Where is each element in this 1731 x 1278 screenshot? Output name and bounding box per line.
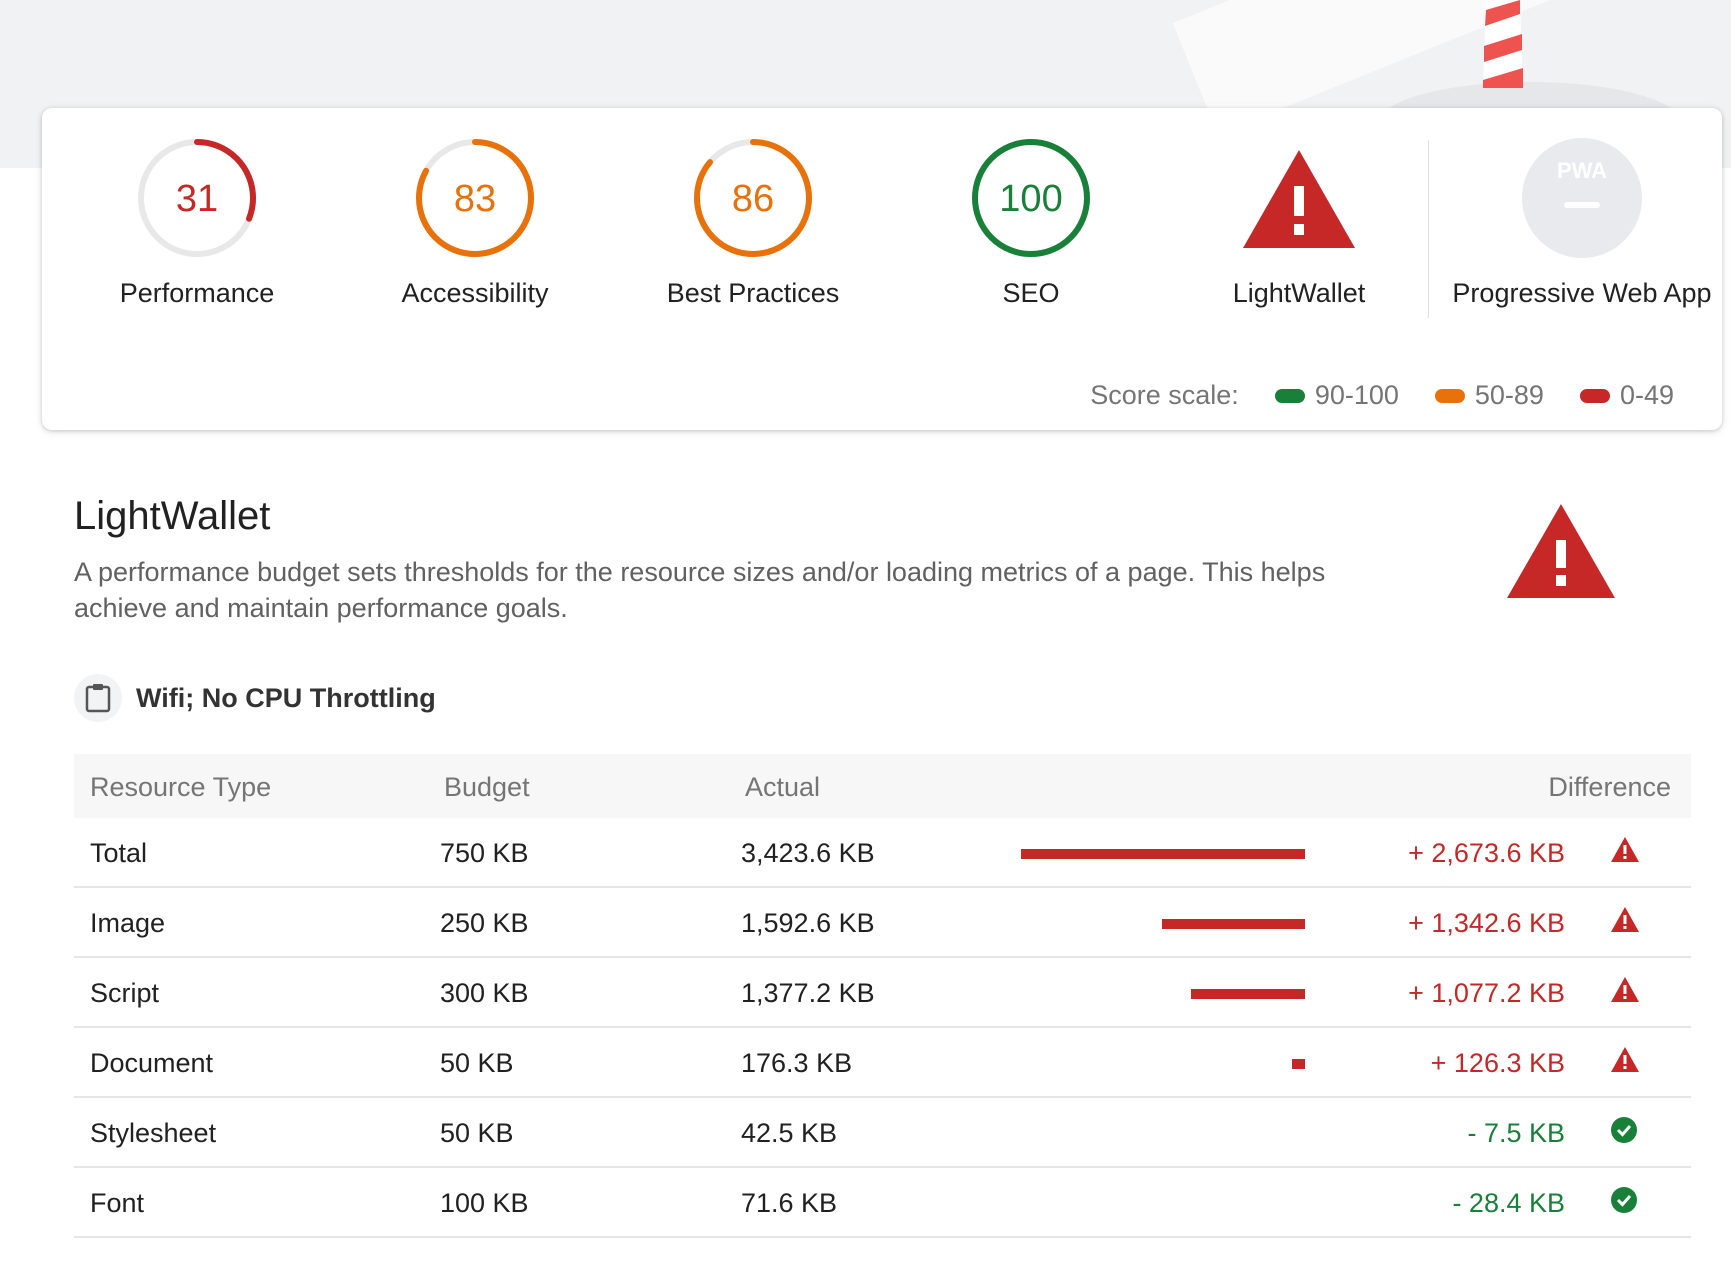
score-value: 83 bbox=[454, 178, 496, 220]
clipboard-icon bbox=[74, 674, 122, 722]
gauge-label: Performance bbox=[119, 278, 275, 308]
cell-type: Font bbox=[90, 1188, 145, 1218]
table-row: Document 50 KB 176.3 KB + 126.3 KB bbox=[74, 1028, 1691, 1098]
fail-pill-icon bbox=[1579, 388, 1610, 403]
check-circle-icon bbox=[1611, 1187, 1637, 1213]
table-row: Script 300 KB 1,377.2 KB + 1,077.2 KB bbox=[74, 958, 1691, 1028]
header-difference: Difference bbox=[1548, 772, 1671, 802]
gauge-label: SEO bbox=[1002, 278, 1060, 308]
cell-difference: - 28.4 KB bbox=[1452, 1188, 1565, 1218]
warning-triangle-icon bbox=[1507, 504, 1615, 598]
table-row: Font 100 KB 71.6 KB - 28.4 KB bbox=[74, 1168, 1691, 1238]
gauge-ring: 100 bbox=[972, 139, 1090, 257]
budget-table: Resource Type Budget Actual Difference T… bbox=[74, 754, 1691, 1238]
gauge-pwa[interactable]: PWA Progressive Web App bbox=[1442, 138, 1722, 309]
gauge-ring: 31 bbox=[138, 139, 256, 257]
average-pill-icon bbox=[1434, 388, 1465, 403]
cell-difference: + 1,342.6 KB bbox=[1408, 908, 1565, 938]
check-circle-icon bbox=[1611, 1117, 1637, 1143]
cell-difference: + 126.3 KB bbox=[1430, 1048, 1565, 1078]
budget-context-label: Wifi; No CPU Throttling bbox=[136, 682, 436, 713]
warning-triangle-icon bbox=[1611, 977, 1639, 1002]
score-value: 31 bbox=[176, 178, 218, 220]
table-row: Total 750 KB 3,423.6 KB + 2,673.6 KB bbox=[74, 818, 1691, 888]
budget-context: Wifi; No CPU Throttling bbox=[74, 674, 436, 722]
pwa-badge-text: PWA bbox=[1557, 158, 1607, 183]
warning-triangle-icon bbox=[1611, 837, 1639, 862]
gauge-ring: 83 bbox=[416, 139, 534, 257]
table-row: Image 250 KB 1,592.6 KB + 1,342.6 KB bbox=[74, 888, 1691, 958]
gauge-performance[interactable]: 31 Performance bbox=[87, 138, 307, 309]
cell-budget: 250 KB bbox=[440, 908, 529, 938]
scale-range-average: 50-89 bbox=[1474, 380, 1544, 410]
gauge-label: Accessibility bbox=[401, 278, 549, 308]
table-row: Stylesheet 50 KB 42.5 KB - 7.5 KB bbox=[74, 1098, 1691, 1168]
scale-range-fail: 0-49 bbox=[1619, 380, 1674, 410]
section-title: LightWallet bbox=[74, 494, 271, 538]
cell-type: Script bbox=[90, 978, 160, 1008]
cell-budget: 50 KB bbox=[440, 1118, 514, 1148]
cell-type: Total bbox=[90, 838, 148, 868]
over-budget-bar bbox=[1021, 849, 1305, 859]
gauge-ring: 86 bbox=[694, 139, 812, 257]
lighthouse-icon bbox=[1483, 0, 1523, 88]
cell-budget: 300 KB bbox=[440, 978, 529, 1008]
warning-triangle-icon bbox=[1611, 1047, 1639, 1072]
pwa-badge-icon: PWA bbox=[1522, 138, 1642, 258]
over-budget-bar bbox=[1191, 989, 1305, 999]
gauge-best-practices[interactable]: 86 Best Practices bbox=[643, 138, 863, 309]
header-actual: Actual bbox=[745, 772, 821, 802]
cell-difference: + 1,077.2 KB bbox=[1408, 978, 1565, 1008]
cell-type: Document bbox=[90, 1048, 214, 1078]
gauge-divider bbox=[1428, 140, 1429, 318]
scale-range-pass: 90-100 bbox=[1314, 380, 1399, 410]
pass-pill-icon bbox=[1274, 388, 1305, 403]
cell-actual: 42.5 KB bbox=[741, 1118, 838, 1148]
cell-budget: 750 KB bbox=[440, 838, 529, 868]
cell-budget: 100 KB bbox=[440, 1188, 529, 1218]
table-header: Resource Type Budget Actual Difference bbox=[74, 754, 1691, 818]
cell-actual: 1,377.2 KB bbox=[741, 978, 875, 1008]
gauge-lightwallet[interactable]: LightWallet bbox=[1189, 138, 1409, 309]
scores-card: 31 Performance 83 Accessibility 86 Best … bbox=[42, 108, 1722, 430]
cell-difference: + 2,673.6 KB bbox=[1408, 838, 1565, 868]
score-scale: Score scale: 90-100 50-89 0-49 bbox=[1090, 380, 1674, 411]
cell-budget: 50 KB bbox=[440, 1048, 514, 1078]
score-value: 100 bbox=[999, 178, 1062, 220]
gauge-label: LightWallet bbox=[1232, 278, 1366, 308]
score-scale-title: Score scale: bbox=[1090, 380, 1239, 410]
score-value: 86 bbox=[732, 178, 774, 220]
cell-actual: 71.6 KB bbox=[741, 1188, 838, 1218]
cell-difference: - 7.5 KB bbox=[1467, 1118, 1565, 1148]
warning-triangle-icon bbox=[1611, 907, 1639, 932]
cell-actual: 3,423.6 KB bbox=[741, 838, 875, 868]
over-budget-bar bbox=[1162, 919, 1305, 929]
over-budget-bar bbox=[1292, 1059, 1305, 1069]
gauge-label: Best Practices bbox=[666, 278, 840, 308]
gauge-accessibility[interactable]: 83 Accessibility bbox=[365, 138, 585, 309]
cell-type: Stylesheet bbox=[90, 1118, 217, 1148]
gauge-seo[interactable]: 100 SEO bbox=[921, 138, 1141, 309]
cell-type: Image bbox=[90, 908, 166, 938]
section-description: A performance budget sets thresholds for… bbox=[74, 557, 1326, 623]
cell-actual: 1,592.6 KB bbox=[741, 908, 875, 938]
warning-triangle-icon bbox=[1243, 150, 1355, 248]
cell-actual: 176.3 KB bbox=[741, 1048, 853, 1078]
header-resource-type: Resource Type bbox=[90, 772, 272, 802]
header-budget: Budget bbox=[444, 772, 530, 802]
gauge-label: Progressive Web App bbox=[1452, 278, 1712, 308]
